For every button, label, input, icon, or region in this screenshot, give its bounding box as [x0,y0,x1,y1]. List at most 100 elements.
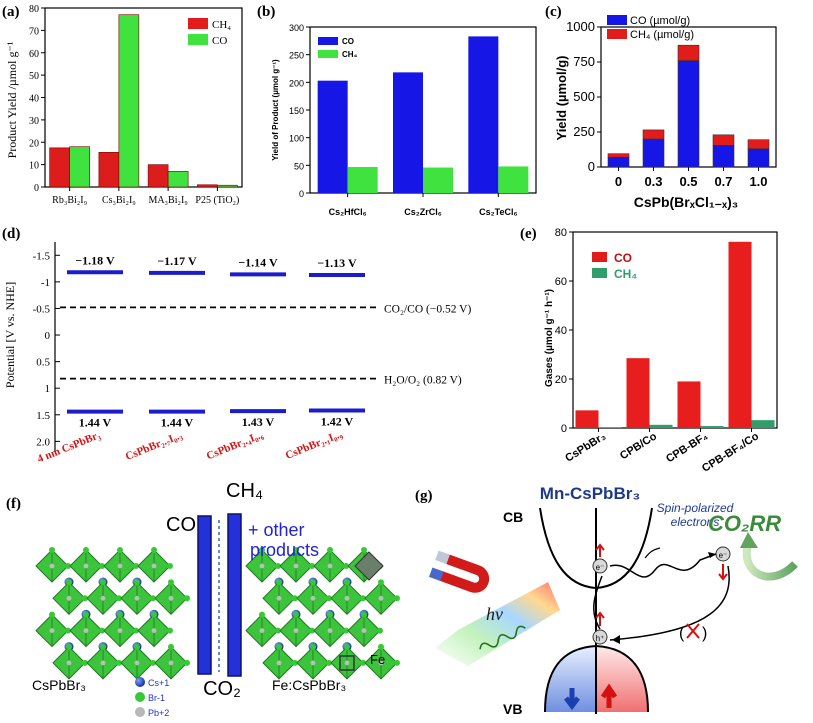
y-tick-label: 1000 [566,19,595,34]
excitation-path [593,575,603,630]
y-tick-label: 0 [588,159,595,174]
legend-label-co: CO [342,37,354,46]
y-tick-label: 150 [289,106,304,116]
br-ion [66,579,72,586]
pb-ion [117,563,123,569]
br-ion [309,627,315,634]
br-ion [326,659,332,666]
vb-value-label: 1.44 V [161,416,194,430]
bar-c-4-1 [747,139,770,150]
legend-label-co: CO [212,35,227,47]
br-ion [394,659,400,666]
x-tick-label: Cs₂ZrCl₆ [404,207,442,217]
bar-a-1-0 [98,152,120,188]
y-tick-label: 50 [294,161,304,171]
vb-value-label: 1.43 V [242,415,275,429]
pb-ion [49,628,55,633]
br-ion [310,643,316,650]
br-ion [378,643,384,650]
vb-value-label: 1.44 V [79,416,112,430]
bar-e-0-1 [598,427,622,428]
br-ion [276,579,282,586]
x-tick-label: MA₃Bi₂I₉ [148,195,188,206]
y-tick-label: 40 [555,325,567,337]
x-tick-label: 0.5 [679,174,697,189]
pb-ion [259,628,265,633]
spin-up-small-arrow-icon [595,543,605,557]
cb-value-label: −1.17 V [157,254,197,268]
bar-c-4-0 [747,148,770,168]
br-ion [394,595,400,602]
y-tick-label: 750 [573,54,595,69]
legend-swatch-co [592,252,607,262]
bar-e-3-1 [751,420,775,428]
y-tick-label: 2.0 [36,436,50,448]
br-ion [259,611,265,618]
x-tick-label: Cs₃Bi₂I₉ [102,195,136,206]
pb-ion [276,595,282,601]
br-ion [83,547,89,553]
bar-e-1-0 [626,358,650,428]
br-ion [100,579,106,586]
co2rr-arrowhead-icon [740,532,758,548]
pb-ion [168,660,174,666]
cspbbr3-lattice-illustration [35,547,190,680]
pb-ion [344,660,350,666]
y-tick-label: 0 [561,423,567,435]
br-ion [360,595,366,602]
y-tick-label: 0 [299,189,304,199]
pb-ion [378,595,384,601]
spin-label-line2: electrons [671,515,720,529]
pb-ion [49,563,55,569]
br-ion [151,547,157,553]
bar-a-3-1 [217,184,238,188]
magnet-icon [429,550,490,593]
legend: CO (µmol/g) CH₄ (µmol/g) [607,15,694,41]
photon-wave-icon [479,625,526,650]
br-ion-swatch [135,692,145,702]
y-tick-label: 1.5 [36,410,50,422]
br-ion [83,611,89,618]
spin-label-line1: Spin-polarized [657,501,734,515]
br-ion [377,627,383,634]
recombination-arrowhead-icon [612,635,620,644]
x-tick-label: Cs₂TeCl₆ [479,207,517,217]
pb-ion [117,628,123,633]
pb-ion [100,595,106,601]
pb-ion [134,595,140,601]
x-tick-label: CPB-BF₄/Co [700,430,761,475]
panel-b-bar-chart: (b) Yield of Product (µmol g⁻¹) 0 50 100 15… [257,4,537,217]
y-tick-label: 80 [555,227,567,239]
bar-e-3-0 [728,241,752,428]
vb-value-label: 1.42 V [321,415,354,429]
x-tick-label: Rb₃Bi₂I₉ [52,195,87,206]
br-ion [99,627,105,634]
spin-down-arrow-icon [564,688,580,711]
bar-a-2-0 [147,164,169,188]
spin-up-arrow-icon [600,683,618,708]
br-ion [100,643,106,650]
fe-cspbbr3-label: Fe:CsPbBr₃ [272,677,346,693]
legend-swatch-ch4 [318,50,338,58]
y-axis-label: Product Yield /µmol g⁻¹ [5,41,19,158]
y-tick-label: 100 [289,134,304,144]
bar-c-1-0 [642,138,665,168]
bar-a-3-0 [197,184,218,188]
x-tick-label: 1.0 [749,174,767,189]
pb-ion [327,563,333,569]
bar-b-0-1 [347,166,378,193]
cspbbr3-label: CsPbBr₃ [32,677,86,693]
panel-label-a: (a) [2,4,20,20]
br-legend-label: Br-1 [148,693,165,703]
y-tick-label: 20 [555,374,567,386]
x-category-label: CsPbBr₂.₁I₀.₉ [284,428,345,462]
blocked-bracket-icon-2: ) [702,625,707,642]
ch4-label: CH₄ [226,480,263,502]
x-tick-label: 0.3 [644,174,662,189]
pb-ion [293,628,299,633]
pb-ion [83,563,89,569]
y-tick-label: 1 [45,383,51,395]
y-tick-label: 20 [29,138,39,149]
cb-value-label: −1.13 V [317,256,357,270]
